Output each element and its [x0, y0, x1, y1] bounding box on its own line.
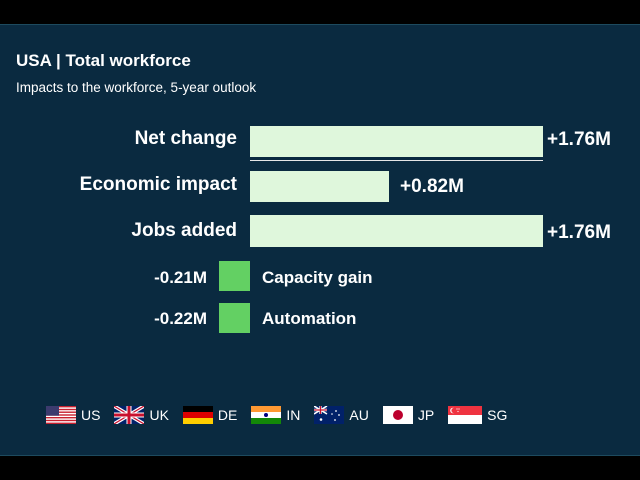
- bar-jobs-added: [250, 215, 543, 247]
- chart-title: USA | Total workforce: [16, 51, 191, 70]
- value-jobs-added: +1.76M: [547, 222, 611, 243]
- country-sg[interactable]: SG: [448, 406, 507, 424]
- country-de[interactable]: DE: [182, 406, 238, 424]
- chart-panel: USA | Total workforce Impacts to the wor…: [0, 24, 640, 456]
- de-flag-icon: [182, 406, 213, 424]
- sg-flag-icon: [448, 406, 483, 424]
- country-code: IN: [286, 407, 301, 423]
- row-label-net-change: Net change: [134, 128, 237, 149]
- bar-net-change: [250, 126, 543, 157]
- value-capacity-gain: -0.21M: [154, 268, 207, 287]
- country-jp[interactable]: JP: [382, 406, 435, 424]
- row-label-jobs-added: Jobs added: [131, 220, 237, 241]
- value-net-change: +1.76M: [547, 129, 611, 150]
- country-selector: US UK DE IN: [46, 406, 521, 424]
- country-code: DE: [217, 407, 238, 423]
- total-divider: [250, 160, 543, 161]
- country-code: US: [81, 407, 101, 423]
- value-economic-impact: +0.82M: [400, 176, 464, 197]
- country-code: JP: [417, 407, 435, 423]
- country-code: UK: [149, 407, 169, 423]
- country-code: SG: [487, 407, 508, 423]
- chart-subtitle: Impacts to the workforce, 5-year outlook: [16, 80, 257, 95]
- country-code: AU: [349, 407, 369, 423]
- swatch-automation: [219, 303, 250, 333]
- country-in[interactable]: IN: [251, 406, 300, 424]
- country-au[interactable]: AU: [314, 406, 369, 424]
- uk-flag-icon: [114, 406, 145, 424]
- jp-flag-icon: [382, 406, 413, 424]
- au-flag-icon: [314, 406, 345, 424]
- country-us[interactable]: US: [46, 406, 100, 424]
- swatch-capacity-gain: [219, 261, 250, 291]
- in-flag-icon: [251, 406, 282, 424]
- label-automation: Automation: [262, 309, 357, 328]
- value-automation: -0.22M: [154, 309, 207, 328]
- bar-economic-impact: [250, 171, 389, 202]
- us-flag-icon: [46, 406, 76, 424]
- label-capacity-gain: Capacity gain: [262, 268, 373, 287]
- row-label-economic-impact: Economic impact: [79, 174, 237, 195]
- country-uk[interactable]: UK: [114, 406, 169, 424]
